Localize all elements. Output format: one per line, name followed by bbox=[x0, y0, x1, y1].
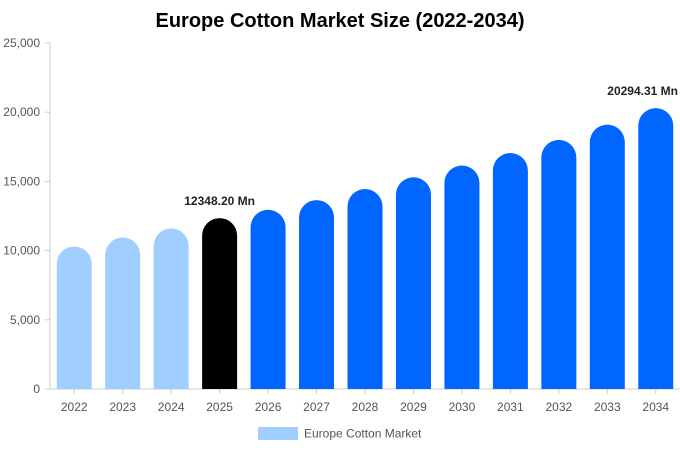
y-tick-label: 25,000 bbox=[3, 36, 40, 50]
x-tick-label: 2032 bbox=[545, 400, 572, 414]
x-tick-label: 2022 bbox=[61, 400, 88, 414]
x-tick-label: 2028 bbox=[352, 400, 379, 414]
chart-title: Europe Cotton Market Size (2022-2034) bbox=[156, 10, 525, 32]
legend[interactable]: Europe Cotton Market bbox=[258, 427, 422, 441]
x-tick-label: 2027 bbox=[303, 400, 330, 414]
data-label: 20294.31 Mn bbox=[607, 84, 678, 98]
y-tick-label: 15,000 bbox=[3, 174, 40, 188]
y-tick-label: 0 bbox=[33, 382, 40, 396]
legend-swatch bbox=[258, 427, 298, 440]
bar-2030[interactable] bbox=[444, 165, 480, 389]
x-tick-label: 2023 bbox=[109, 400, 136, 414]
y-tick-label: 5,000 bbox=[10, 313, 40, 327]
x-tick-label: 2024 bbox=[158, 400, 185, 414]
bar-2033[interactable] bbox=[589, 124, 625, 389]
bar-2026[interactable] bbox=[250, 209, 286, 389]
bar-2024[interactable] bbox=[153, 228, 189, 389]
bar-2023[interactable] bbox=[105, 237, 141, 389]
x-tick-label: 2034 bbox=[642, 400, 669, 414]
x-tick-label: 2029 bbox=[400, 400, 427, 414]
x-tick-label: 2026 bbox=[255, 400, 282, 414]
legend-label: Europe Cotton Market bbox=[304, 427, 422, 441]
y-tick-label: 20,000 bbox=[3, 105, 40, 119]
x-axis: 2022 2023 2024 2025 2026 2027 2028 2029 2030 2031… bbox=[50, 388, 680, 414]
bar-2022[interactable] bbox=[56, 246, 92, 389]
x-tick-label: 2031 bbox=[497, 400, 524, 414]
bar-2027[interactable] bbox=[299, 200, 335, 389]
x-tick-label: 2030 bbox=[449, 400, 476, 414]
bar-2034[interactable] bbox=[638, 108, 674, 390]
x-tick-label: 2025 bbox=[206, 400, 233, 414]
bar-2029[interactable] bbox=[395, 177, 431, 389]
data-label: 12348.20 Mn bbox=[184, 194, 255, 208]
bar-2028[interactable] bbox=[347, 189, 383, 389]
bar-2032[interactable] bbox=[541, 139, 577, 389]
bar-2025[interactable] bbox=[202, 218, 238, 389]
bar-2031[interactable] bbox=[492, 153, 528, 389]
y-axis: 0 5,000 10,000 15,000 20,000 25,000 bbox=[3, 36, 51, 396]
data-labels-group: 12348.20 Mn 20294.31 Mn bbox=[184, 84, 678, 208]
x-tick-label: 2033 bbox=[594, 400, 621, 414]
y-tick-label: 10,000 bbox=[3, 244, 40, 258]
bars-group bbox=[56, 108, 674, 390]
